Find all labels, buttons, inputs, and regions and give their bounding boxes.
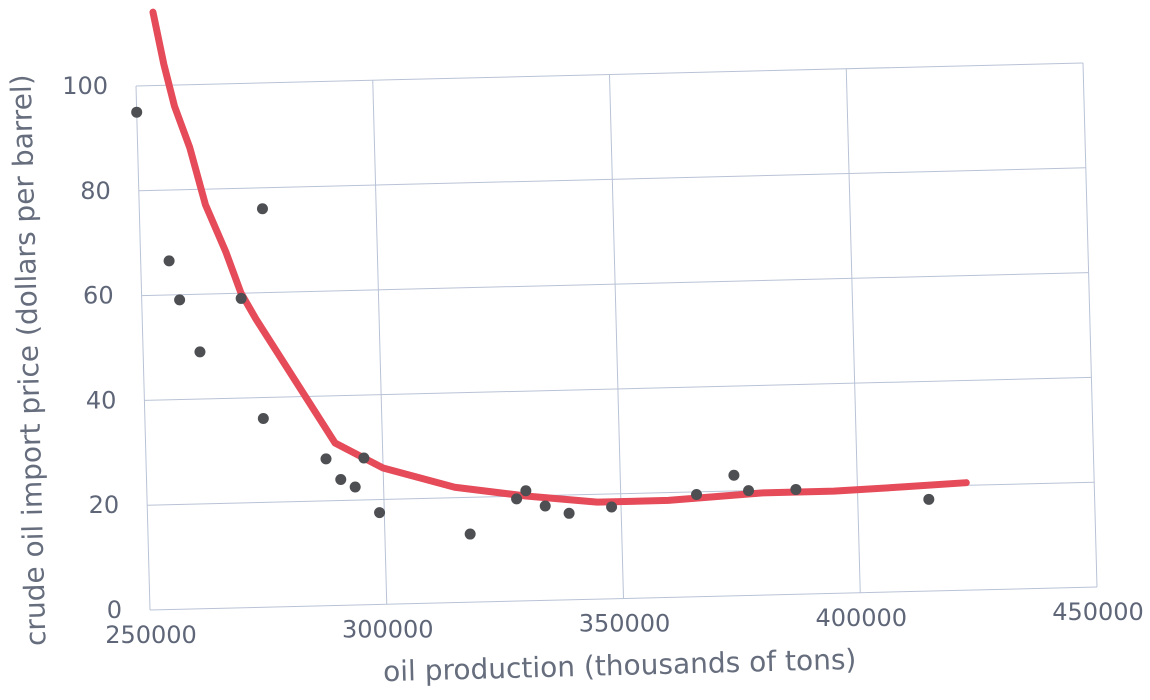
y-tick-label: 100 [62,72,108,100]
vertical-grid-line [845,68,861,593]
x-tick-label: 450000 [1052,598,1144,626]
trend-curve [149,8,970,506]
horizontal-grid-line [135,62,1084,87]
data-point [511,493,523,505]
y-tick-label: 40 [86,386,117,414]
vertical-grid-line [1082,62,1098,588]
points-layer [131,106,935,540]
curve-layer [149,8,970,506]
data-point [358,452,370,464]
x-axis-label: oil production (thousands of tons) [383,643,857,688]
data-point [349,481,361,493]
y-tick-label: 20 [89,491,120,519]
data-point [163,255,175,267]
data-point [257,412,269,424]
x-tick-label: 300000 [342,615,434,643]
data-point [131,106,143,118]
horizontal-grid-line [138,167,1086,192]
x-tick-label: 350000 [579,610,671,638]
data-point [923,493,935,505]
vertical-grid-line [372,80,388,605]
data-point [691,488,703,500]
data-point [539,500,551,512]
data-point [790,483,802,495]
data-point [335,474,347,486]
data-point [194,346,206,358]
y-tick-label: 60 [83,282,114,310]
y-axis-line [135,85,151,611]
data-point [464,528,476,540]
data-point [743,485,755,497]
x-tick-label: 250000 [105,621,197,649]
data-point [374,507,386,519]
x-tick-label: 400000 [815,604,907,632]
horizontal-grid-line [141,272,1089,297]
data-point [606,501,618,513]
y-tick-label: 0 [107,596,122,624]
data-point [174,294,186,306]
data-point [563,507,575,519]
ticks-layer: 0 20 40 60 80 100 250000 300000 350000 400000 4500… [62,72,1144,649]
y-axis-label: crude oil import price (dollars per barr… [5,74,53,646]
vertical-grid-line [609,74,624,599]
data-point [320,453,332,465]
y-tick-label: 80 [80,177,111,205]
data-point [520,485,532,497]
x-axis-line [149,586,1098,611]
grid-layer [135,62,1098,611]
data-point [256,203,268,215]
data-point [235,292,247,304]
data-point [728,469,740,481]
